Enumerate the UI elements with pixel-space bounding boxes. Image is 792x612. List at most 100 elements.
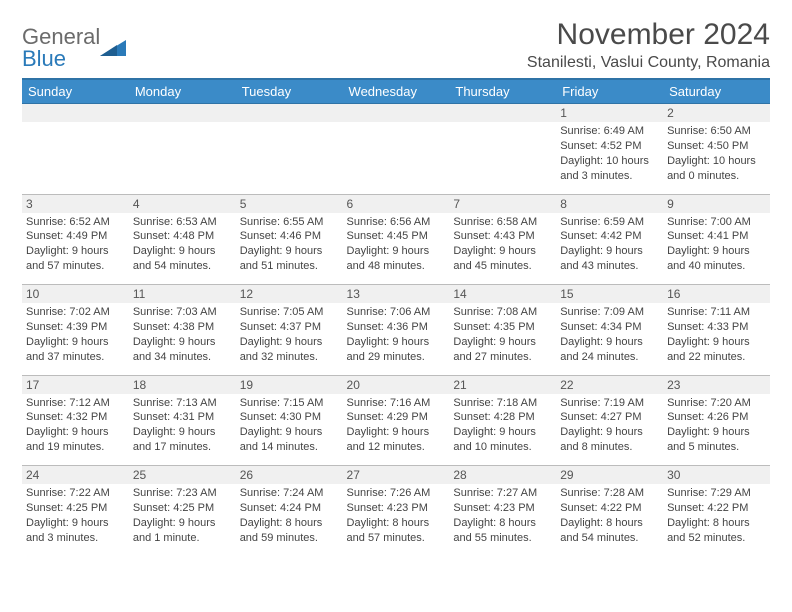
sunrise-text: Sunrise: 6:56 AM [347, 215, 446, 230]
day-cell: Sunrise: 7:02 AMSunset: 4:39 PMDaylight:… [22, 303, 129, 368]
sunrise-text: Sunrise: 6:52 AM [26, 215, 125, 230]
sunset-text: Sunset: 4:36 PM [347, 320, 446, 335]
daylight-text: Daylight: 8 hours and 54 minutes. [560, 516, 659, 546]
sunrise-text: Sunrise: 7:24 AM [240, 486, 339, 501]
sunset-text: Sunset: 4:26 PM [667, 410, 766, 425]
day-cell: Sunrise: 7:27 AMSunset: 4:23 PMDaylight:… [449, 484, 556, 549]
daylight-text: Daylight: 9 hours and 3 minutes. [26, 516, 125, 546]
location-label: Stanilesti, Vaslui County, Romania [527, 54, 770, 72]
sunset-text: Sunset: 4:39 PM [26, 320, 125, 335]
day-cell [236, 122, 343, 128]
daylight-text: Daylight: 9 hours and 29 minutes. [347, 335, 446, 365]
dow-header: Thursday [449, 79, 556, 104]
sunrise-text: Sunrise: 7:06 AM [347, 305, 446, 320]
sunrise-text: Sunrise: 6:53 AM [133, 215, 232, 230]
sunrise-text: Sunrise: 6:55 AM [240, 215, 339, 230]
day-cell: Sunrise: 6:56 AMSunset: 4:45 PMDaylight:… [343, 213, 450, 278]
sunrise-text: Sunrise: 7:11 AM [667, 305, 766, 320]
sunrise-text: Sunrise: 6:59 AM [560, 215, 659, 230]
sunset-text: Sunset: 4:32 PM [26, 410, 125, 425]
day-number [236, 104, 343, 122]
day-number: 10 [22, 285, 129, 303]
day-number: 23 [663, 376, 770, 394]
daylight-text: Daylight: 9 hours and 54 minutes. [133, 244, 232, 274]
dow-header: Saturday [663, 79, 770, 104]
daylight-text: Daylight: 9 hours and 24 minutes. [560, 335, 659, 365]
sunrise-text: Sunrise: 6:49 AM [560, 124, 659, 139]
day-number: 29 [556, 466, 663, 484]
daylight-text: Daylight: 10 hours and 3 minutes. [560, 154, 659, 184]
day-cell: Sunrise: 6:55 AMSunset: 4:46 PMDaylight:… [236, 213, 343, 278]
day-number: 18 [129, 376, 236, 394]
daylight-text: Daylight: 9 hours and 32 minutes. [240, 335, 339, 365]
sunrise-text: Sunrise: 7:03 AM [133, 305, 232, 320]
day-number: 1 [556, 104, 663, 122]
sunrise-text: Sunrise: 7:16 AM [347, 396, 446, 411]
daylight-text: Daylight: 9 hours and 27 minutes. [453, 335, 552, 365]
daylight-text: Daylight: 9 hours and 5 minutes. [667, 425, 766, 455]
day-cell: Sunrise: 6:58 AMSunset: 4:43 PMDaylight:… [449, 213, 556, 278]
day-cell: Sunrise: 7:18 AMSunset: 4:28 PMDaylight:… [449, 394, 556, 459]
dow-header: Sunday [22, 79, 129, 104]
sunset-text: Sunset: 4:22 PM [560, 501, 659, 516]
dow-header: Monday [129, 79, 236, 104]
sunset-text: Sunset: 4:30 PM [240, 410, 339, 425]
sunset-text: Sunset: 4:29 PM [347, 410, 446, 425]
daylight-text: Daylight: 9 hours and 8 minutes. [560, 425, 659, 455]
day-cell: Sunrise: 6:53 AMSunset: 4:48 PMDaylight:… [129, 213, 236, 278]
daylight-text: Daylight: 8 hours and 59 minutes. [240, 516, 339, 546]
day-number: 16 [663, 285, 770, 303]
day-number: 27 [343, 466, 450, 484]
sunset-text: Sunset: 4:37 PM [240, 320, 339, 335]
day-number: 8 [556, 195, 663, 213]
daylight-text: Daylight: 9 hours and 51 minutes. [240, 244, 339, 274]
day-number: 9 [663, 195, 770, 213]
sunset-text: Sunset: 4:52 PM [560, 139, 659, 154]
brand-logo: General Blue [22, 18, 128, 70]
day-cell: Sunrise: 7:05 AMSunset: 4:37 PMDaylight:… [236, 303, 343, 368]
sunrise-text: Sunrise: 7:29 AM [667, 486, 766, 501]
daylight-text: Daylight: 9 hours and 10 minutes. [453, 425, 552, 455]
day-cell: Sunrise: 7:11 AMSunset: 4:33 PMDaylight:… [663, 303, 770, 368]
day-number [22, 104, 129, 122]
sunrise-text: Sunrise: 6:58 AM [453, 215, 552, 230]
day-number: 2 [663, 104, 770, 122]
daylight-text: Daylight: 9 hours and 45 minutes. [453, 244, 552, 274]
daylight-text: Daylight: 10 hours and 0 minutes. [667, 154, 766, 184]
day-cell: Sunrise: 7:12 AMSunset: 4:32 PMDaylight:… [22, 394, 129, 459]
day-number: 30 [663, 466, 770, 484]
sunset-text: Sunset: 4:38 PM [133, 320, 232, 335]
day-number [129, 104, 236, 122]
day-cell: Sunrise: 7:13 AMSunset: 4:31 PMDaylight:… [129, 394, 236, 459]
daylight-text: Daylight: 9 hours and 14 minutes. [240, 425, 339, 455]
sunset-text: Sunset: 4:46 PM [240, 229, 339, 244]
day-number [449, 104, 556, 122]
daylight-text: Daylight: 9 hours and 43 minutes. [560, 244, 659, 274]
day-cell: Sunrise: 6:59 AMSunset: 4:42 PMDaylight:… [556, 213, 663, 278]
day-cell: Sunrise: 6:52 AMSunset: 4:49 PMDaylight:… [22, 213, 129, 278]
brand-triangle-icon [100, 38, 128, 65]
day-number: 19 [236, 376, 343, 394]
daylight-text: Daylight: 9 hours and 57 minutes. [26, 244, 125, 274]
header: General Blue November 2024 Stanilesti, V… [22, 18, 770, 72]
sunset-text: Sunset: 4:23 PM [347, 501, 446, 516]
day-number: 6 [343, 195, 450, 213]
sunset-text: Sunset: 4:23 PM [453, 501, 552, 516]
day-number: 25 [129, 466, 236, 484]
daylight-text: Daylight: 8 hours and 55 minutes. [453, 516, 552, 546]
sunset-text: Sunset: 4:42 PM [560, 229, 659, 244]
sunrise-text: Sunrise: 7:26 AM [347, 486, 446, 501]
sunrise-text: Sunrise: 7:19 AM [560, 396, 659, 411]
day-cell: Sunrise: 7:16 AMSunset: 4:29 PMDaylight:… [343, 394, 450, 459]
daylight-text: Daylight: 9 hours and 1 minute. [133, 516, 232, 546]
sunset-text: Sunset: 4:34 PM [560, 320, 659, 335]
day-number: 21 [449, 376, 556, 394]
day-cell: Sunrise: 7:06 AMSunset: 4:36 PMDaylight:… [343, 303, 450, 368]
sunrise-text: Sunrise: 7:23 AM [133, 486, 232, 501]
sunset-text: Sunset: 4:45 PM [347, 229, 446, 244]
day-cell: Sunrise: 6:49 AMSunset: 4:52 PMDaylight:… [556, 122, 663, 187]
daylight-text: Daylight: 9 hours and 22 minutes. [667, 335, 766, 365]
sunrise-text: Sunrise: 7:13 AM [133, 396, 232, 411]
sunset-text: Sunset: 4:35 PM [453, 320, 552, 335]
day-number: 26 [236, 466, 343, 484]
